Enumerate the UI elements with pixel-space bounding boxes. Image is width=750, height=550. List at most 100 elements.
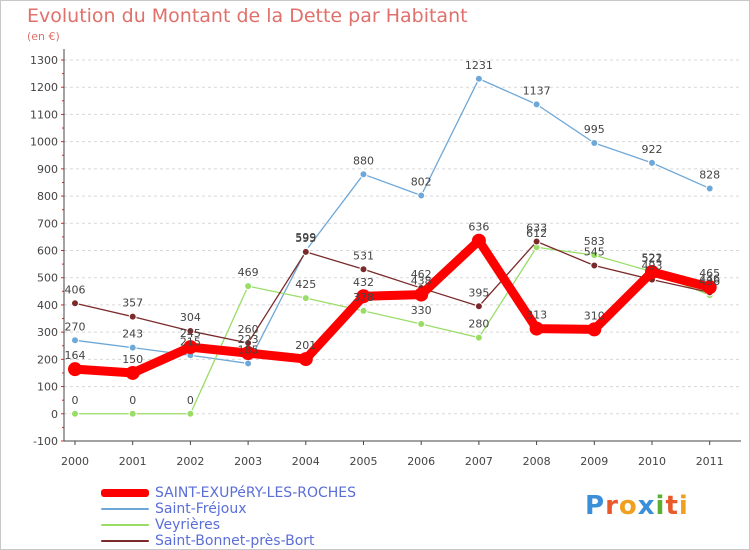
y-tick-label: 100 — [37, 381, 58, 394]
logo-letter: x — [637, 491, 656, 521]
data-label: 465 — [699, 267, 720, 280]
data-label: 215 — [180, 335, 201, 348]
data-point — [71, 336, 79, 345]
data-label: 802 — [411, 176, 432, 189]
x-tick-label: 2009 — [580, 455, 608, 468]
data-point — [648, 158, 656, 167]
data-point — [417, 191, 426, 200]
data-point — [71, 409, 79, 418]
y-tick-label: 200 — [37, 353, 58, 366]
data-point — [244, 282, 253, 291]
data-point — [590, 139, 599, 148]
data-point — [532, 237, 541, 246]
data-label: 462 — [411, 268, 432, 281]
data-label: 357 — [122, 297, 143, 310]
legend-label: SAINT-EXUPéRY-LES-ROCHES — [155, 485, 357, 501]
data-label: 330 — [411, 304, 432, 317]
chart-title: Evolution du Montant de la Dette par Hab… — [27, 5, 468, 27]
x-tick-label: 2004 — [292, 455, 320, 468]
data-point — [417, 319, 426, 328]
data-point — [128, 409, 137, 418]
data-point — [71, 299, 79, 308]
data-point — [186, 327, 195, 336]
data-point — [356, 289, 371, 304]
data-label: 0 — [187, 394, 194, 407]
data-label: 378 — [353, 291, 374, 304]
y-tick-label: 1200 — [30, 81, 58, 94]
y-tick-label: -100 — [33, 435, 58, 448]
data-label: 995 — [584, 123, 605, 136]
legend-item: Veyrières — [101, 517, 356, 533]
legend-label: Veyrières — [155, 517, 221, 533]
chart-legend: SAINT-EXUPéRY-LES-ROCHES Saint-Fréjoux Vey… — [101, 485, 356, 549]
data-point — [474, 74, 483, 83]
data-point — [590, 261, 599, 270]
data-label: 185 — [238, 343, 259, 356]
data-label: 245 — [180, 327, 201, 340]
data-label: 922 — [642, 143, 663, 156]
data-label: 1231 — [465, 59, 493, 72]
data-point — [68, 362, 82, 377]
data-label: 436 — [699, 275, 720, 288]
legend-item: SAINT-EXUPéRY-LES-ROCHES — [101, 485, 356, 501]
data-label: 201 — [295, 339, 316, 352]
data-point — [702, 280, 717, 295]
logo-letter: P — [585, 491, 606, 521]
y-tick-label: 1000 — [30, 136, 58, 149]
data-label: 636 — [468, 221, 489, 234]
data-label: 223 — [238, 333, 259, 346]
y-tick-label: 500 — [37, 272, 58, 285]
proxiti-logo: Proxiti — [585, 491, 689, 521]
x-tick-label: 2002 — [176, 455, 204, 468]
data-label: 406 — [65, 283, 86, 296]
x-tick-label: 2010 — [638, 455, 666, 468]
data-point — [587, 322, 602, 337]
data-point — [301, 294, 310, 303]
data-label: 243 — [122, 328, 143, 341]
data-label: 313 — [526, 309, 547, 322]
data-label: 432 — [353, 276, 374, 289]
x-tick-label: 2006 — [407, 455, 435, 468]
data-point — [529, 321, 544, 336]
data-label: 545 — [584, 245, 605, 258]
logo-letter: i — [678, 491, 689, 521]
data-point — [645, 264, 659, 279]
y-tick-label: 1300 — [30, 54, 58, 67]
data-point — [298, 352, 313, 367]
y-tick-label: 1100 — [30, 108, 58, 121]
data-point — [359, 265, 368, 274]
data-label: 446 — [699, 272, 720, 285]
legend-item: Saint-Fréjoux — [101, 501, 356, 517]
data-point — [590, 251, 599, 260]
data-point — [244, 359, 253, 368]
legend-item: Saint-Bonnet-près-Bort — [101, 533, 356, 549]
data-label: 612 — [526, 227, 547, 240]
data-label: 583 — [584, 235, 605, 248]
data-point — [474, 333, 483, 342]
x-tick-label: 2000 — [61, 455, 89, 468]
x-tick-label: 2008 — [523, 455, 551, 468]
data-point — [705, 184, 714, 193]
y-tick-label: 300 — [37, 326, 58, 339]
plot-area — [64, 49, 741, 441]
data-label: 0 — [129, 394, 136, 407]
data-point — [532, 100, 541, 109]
data-point — [471, 233, 486, 248]
data-label: 595 — [295, 232, 316, 245]
data-label: 304 — [180, 311, 201, 324]
data-point — [186, 409, 195, 418]
x-tick-label: 2007 — [465, 455, 493, 468]
legend-swatch — [101, 540, 149, 542]
legend-swatch — [101, 489, 149, 497]
y-tick-label: 900 — [37, 163, 58, 176]
logo-letter: i — [655, 491, 666, 521]
chart-subtitle: (en €) — [27, 30, 60, 43]
series-line-3 — [74, 240, 711, 344]
data-label: 310 — [584, 309, 605, 322]
data-point — [128, 343, 137, 352]
data-point — [474, 302, 483, 311]
data-point — [125, 365, 140, 380]
data-label: 828 — [699, 168, 720, 181]
